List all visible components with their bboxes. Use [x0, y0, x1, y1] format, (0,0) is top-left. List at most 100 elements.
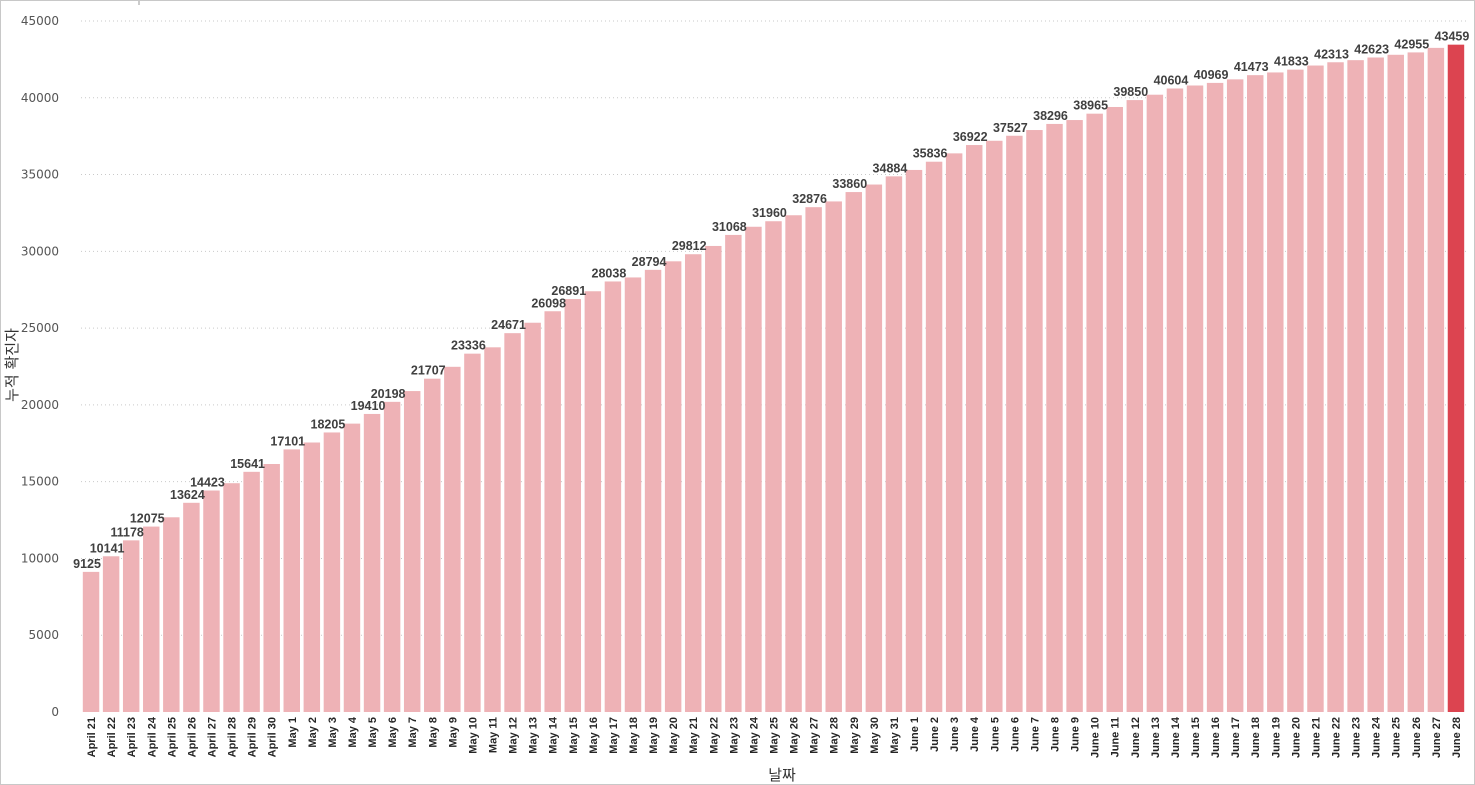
- bar[interactable]: [82, 571, 100, 712]
- x-tick-label: June 2: [929, 717, 941, 752]
- bar[interactable]: [524, 322, 541, 712]
- bar[interactable]: [725, 234, 742, 712]
- bar[interactable]: [1086, 113, 1103, 712]
- bar[interactable]: [564, 299, 582, 712]
- bar[interactable]: [1186, 85, 1204, 712]
- bar[interactable]: [504, 333, 521, 712]
- bar[interactable]: [1407, 52, 1425, 713]
- bar[interactable]: [323, 432, 341, 712]
- data-label: 42955: [1394, 37, 1429, 51]
- bar[interactable]: [785, 215, 802, 712]
- bar[interactable]: [1247, 75, 1264, 712]
- x-tick-label: May 7: [407, 717, 419, 748]
- y-tick-label: 20000: [21, 398, 59, 412]
- bar[interactable]: [403, 391, 421, 712]
- bar[interactable]: [223, 483, 240, 712]
- bar[interactable]: [584, 291, 602, 712]
- data-label: 24671: [491, 318, 526, 332]
- bar[interactable]: [1307, 65, 1324, 712]
- x-axis-title: 날짜: [768, 766, 796, 784]
- bar[interactable]: [122, 540, 140, 712]
- bar[interactable]: [1347, 60, 1364, 712]
- bar[interactable]: [1126, 100, 1144, 712]
- bar[interactable]: [624, 277, 642, 712]
- bar[interactable]: [604, 281, 622, 712]
- bar[interactable]: [1106, 106, 1123, 713]
- data-label: 40604: [1154, 74, 1189, 88]
- data-label: 29812: [672, 239, 707, 253]
- bar[interactable]: [424, 378, 441, 712]
- bar[interactable]: [484, 347, 501, 712]
- bar[interactable]: [1267, 72, 1284, 713]
- bar[interactable]: [444, 366, 461, 712]
- x-tick-label: May 31: [889, 717, 901, 754]
- data-label: 11178: [110, 525, 143, 539]
- bar[interactable]: [664, 261, 682, 712]
- bar[interactable]: [825, 201, 842, 712]
- bar[interactable]: [986, 140, 1003, 713]
- bar[interactable]: [644, 269, 662, 712]
- data-label: 36922: [953, 130, 988, 144]
- x-tick-label: April 30: [267, 717, 279, 757]
- x-tick-label: June 6: [1009, 717, 1021, 752]
- x-tick-label: April 23: [126, 717, 138, 757]
- bar[interactable]: [343, 423, 361, 712]
- bar[interactable]: [865, 184, 883, 712]
- bar[interactable]: [203, 490, 220, 712]
- bar[interactable]: [363, 413, 381, 712]
- bar[interactable]: [1166, 88, 1184, 712]
- bar[interactable]: [1006, 135, 1023, 712]
- bar[interactable]: [1026, 130, 1043, 713]
- x-tick-label: May 14: [548, 716, 560, 754]
- bar[interactable]: [243, 471, 260, 712]
- bar[interactable]: [805, 207, 822, 712]
- x-tick-label: May 25: [769, 717, 781, 754]
- x-tick-label: June 18: [1250, 717, 1262, 758]
- bar[interactable]: [684, 254, 702, 712]
- bar[interactable]: [885, 176, 903, 713]
- x-tick-label: June 12: [1130, 717, 1142, 758]
- data-label: 37527: [993, 121, 1028, 135]
- bar[interactable]: [745, 226, 762, 712]
- bar[interactable]: [303, 442, 321, 712]
- bar[interactable]: [383, 401, 401, 712]
- x-tick-label: June 23: [1351, 717, 1363, 758]
- bar[interactable]: [925, 161, 943, 712]
- bar[interactable]: [143, 526, 160, 712]
- bar[interactable]: [163, 517, 180, 712]
- x-tick-label: May 24: [748, 716, 760, 754]
- bar[interactable]: [1447, 44, 1465, 713]
- x-tick-label: April 25: [166, 717, 178, 757]
- y-axis-title: 누적 확진자: [3, 328, 21, 402]
- bar[interactable]: [1287, 69, 1304, 712]
- bar[interactable]: [283, 449, 300, 712]
- x-axis-ticks: April 21 April 22 April 23 April 24 April 25…: [86, 716, 1463, 758]
- bar[interactable]: [905, 169, 923, 713]
- bar[interactable]: [102, 556, 120, 712]
- bar[interactable]: [263, 464, 280, 712]
- bar[interactable]: [945, 153, 963, 713]
- bar[interactable]: [1226, 79, 1244, 712]
- bar[interactable]: [464, 353, 481, 712]
- bar[interactable]: [1046, 123, 1063, 712]
- bar[interactable]: [765, 221, 782, 712]
- x-tick-label: June 1: [909, 717, 921, 752]
- x-tick-label: May 12: [508, 717, 520, 754]
- bar[interactable]: [1427, 47, 1445, 713]
- data-label: 20198: [371, 387, 406, 401]
- bar[interactable]: [183, 502, 200, 712]
- bar[interactable]: [1387, 54, 1404, 712]
- bar[interactable]: [705, 245, 722, 712]
- y-axis-ticks: 0 5000 10000 15000 20000 25000 30000 35000 40000…: [21, 14, 59, 719]
- bar[interactable]: [1066, 120, 1083, 712]
- x-tick-label: May 2: [307, 717, 319, 748]
- x-tick-label: May 1: [287, 717, 299, 748]
- bar[interactable]: [544, 311, 561, 712]
- bar[interactable]: [1206, 82, 1224, 712]
- x-tick-label: June 21: [1310, 717, 1322, 758]
- bar[interactable]: [1367, 57, 1384, 712]
- bar[interactable]: [845, 192, 863, 712]
- bar[interactable]: [965, 145, 983, 712]
- bar[interactable]: [1146, 94, 1164, 712]
- bar[interactable]: [1327, 62, 1344, 712]
